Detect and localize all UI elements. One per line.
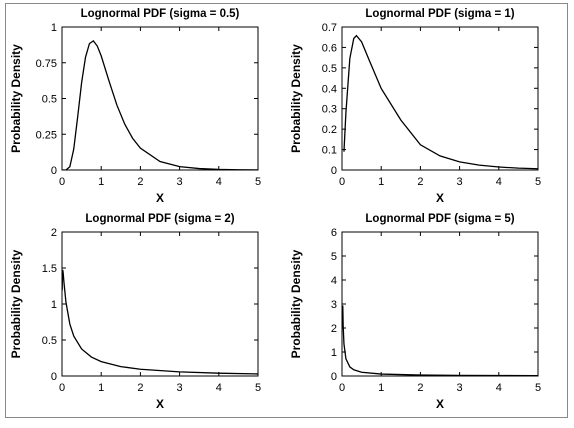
chart-title: Lognormal PDF (sigma = 0.5) bbox=[81, 8, 240, 20]
y-tick-label: 0 bbox=[51, 371, 57, 383]
x-tick-label: 5 bbox=[535, 176, 541, 188]
subplot: Lognormal PDF (sigma = 5) X Probability De… bbox=[289, 213, 541, 411]
x-tick-label: 1 bbox=[98, 382, 104, 394]
chart-title: Lognormal PDF (sigma = 1) bbox=[365, 8, 514, 20]
chart-title: Lognormal PDF (sigma = 5) bbox=[365, 213, 514, 225]
x-tick-label: 1 bbox=[98, 176, 104, 188]
curve bbox=[62, 39, 258, 170]
x-tick-label: 4 bbox=[496, 382, 502, 394]
x-tick-label: 4 bbox=[216, 382, 222, 394]
y-axis-label: Probability Density bbox=[289, 44, 303, 153]
y-tick-label: 5 bbox=[331, 251, 337, 263]
y-tick-label: 0.25 bbox=[36, 129, 57, 141]
y-tick-label: 0.5 bbox=[42, 94, 57, 106]
y-tick-label: 2 bbox=[331, 323, 337, 335]
y-axis-label: Probability Density bbox=[9, 249, 23, 358]
x-tick-label: 0 bbox=[339, 382, 345, 394]
x-axis-label: X bbox=[436, 191, 444, 205]
subplot: Lognormal PDF (sigma = 1) X Probability De… bbox=[289, 8, 541, 205]
y-tick-label: 4 bbox=[331, 275, 337, 287]
curve bbox=[62, 269, 258, 375]
y-tick-label: 3 bbox=[331, 299, 337, 311]
x-tick-label: 5 bbox=[255, 176, 261, 188]
plot-frame bbox=[341, 231, 539, 377]
y-tick-label: 0.2 bbox=[322, 124, 337, 136]
x-tick-label: 3 bbox=[457, 176, 463, 188]
x-tick-label: 3 bbox=[457, 382, 463, 394]
y-tick-label: 2 bbox=[51, 227, 57, 239]
y-tick-label: 0 bbox=[51, 165, 57, 177]
x-tick-label: 1 bbox=[378, 176, 384, 188]
plot-area bbox=[62, 269, 258, 375]
x-tick-label: 5 bbox=[535, 382, 541, 394]
x-tick-label: 2 bbox=[417, 382, 423, 394]
x-tick-label: 4 bbox=[216, 176, 222, 188]
x-tick-label: 0 bbox=[59, 176, 65, 188]
y-tick-label: 0.1 bbox=[322, 145, 337, 157]
x-tick-label: 3 bbox=[177, 382, 183, 394]
plot-area bbox=[342, 305, 538, 376]
y-tick-label: 0.5 bbox=[322, 63, 337, 75]
x-tick-label: 2 bbox=[137, 382, 143, 394]
y-tick-label: 0.4 bbox=[322, 83, 337, 95]
frame bbox=[5, 3, 568, 418]
x-axis-label: X bbox=[436, 397, 444, 411]
y-tick-label: 1.5 bbox=[42, 263, 57, 275]
x-tick-label: 3 bbox=[177, 176, 183, 188]
y-tick-label: 0.6 bbox=[322, 42, 337, 54]
plot-frame bbox=[61, 26, 259, 171]
y-tick-label: 0.3 bbox=[322, 104, 337, 116]
plot-frame bbox=[341, 26, 539, 171]
x-tick-label: 5 bbox=[255, 382, 261, 394]
y-tick-label: 0.7 bbox=[322, 22, 337, 34]
subplot: Lognormal PDF (sigma = 0.5) X Probability … bbox=[9, 8, 261, 205]
chart-title: Lognormal PDF (sigma = 2) bbox=[85, 213, 234, 225]
y-tick-label: 6 bbox=[331, 227, 337, 239]
plot-frame bbox=[61, 231, 259, 377]
x-tick-label: 1 bbox=[378, 382, 384, 394]
x-tick-label: 0 bbox=[339, 176, 345, 188]
x-tick-label: 2 bbox=[417, 176, 423, 188]
subplot: Lognormal PDF (sigma = 2) X Probability De… bbox=[9, 213, 261, 411]
y-axis-label: Probability Density bbox=[289, 249, 303, 358]
x-axis-label: X bbox=[156, 397, 164, 411]
y-tick-label: 1 bbox=[51, 299, 57, 311]
curve bbox=[343, 34, 538, 170]
plot-area bbox=[62, 39, 258, 170]
y-tick-label: 0 bbox=[331, 165, 337, 177]
y-tick-label: 1 bbox=[51, 22, 57, 34]
x-tick-label: 4 bbox=[496, 176, 502, 188]
y-tick-label: 1 bbox=[331, 347, 337, 359]
y-tick-label: 0.5 bbox=[42, 335, 57, 347]
x-tick-label: 2 bbox=[137, 176, 143, 188]
y-tick-label: 0.75 bbox=[36, 58, 57, 70]
y-tick-label: 0 bbox=[331, 371, 337, 383]
x-tick-label: 0 bbox=[59, 382, 65, 394]
x-axis-label: X bbox=[156, 191, 164, 205]
y-axis-label: Probability Density bbox=[9, 44, 23, 153]
curve bbox=[342, 305, 538, 376]
plot-area bbox=[343, 34, 538, 170]
